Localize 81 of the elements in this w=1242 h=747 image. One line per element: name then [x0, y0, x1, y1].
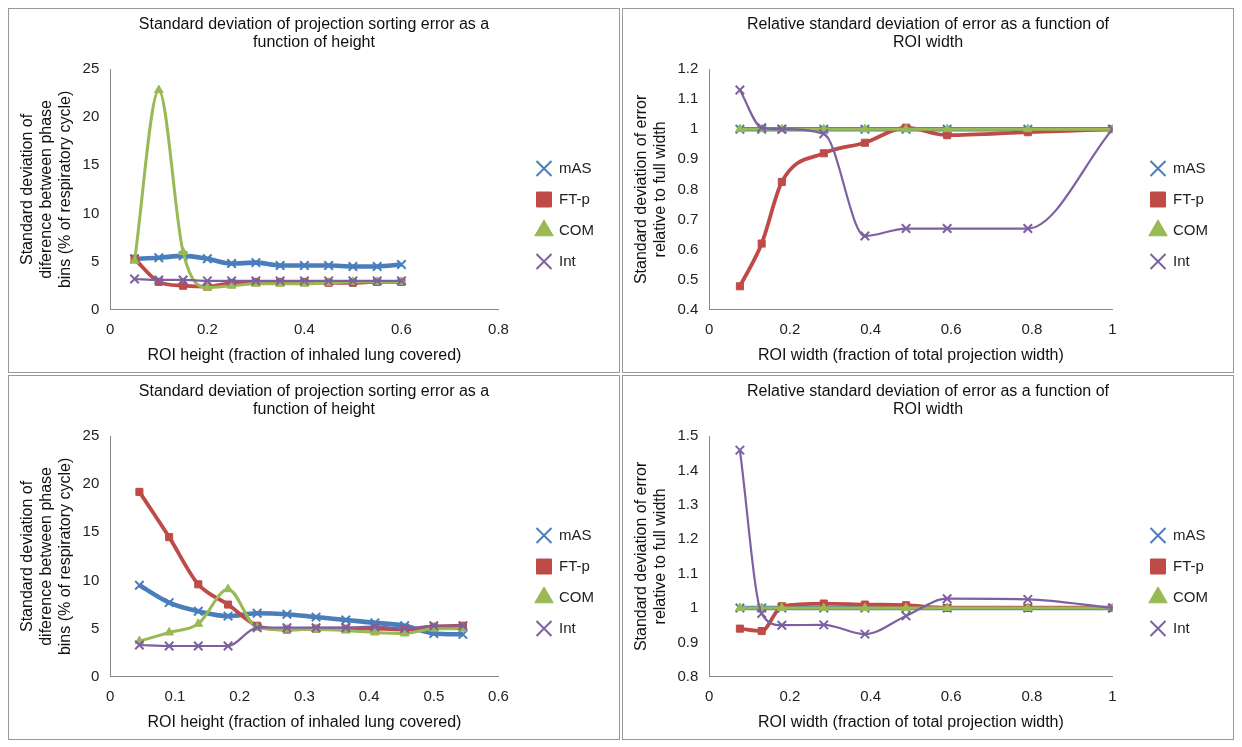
y-tick-label: 0 — [90, 299, 100, 317]
x-tick-label: 0.6 — [391, 319, 412, 337]
legend-label: FT-p — [559, 189, 590, 207]
x-axis-title: ROI height (fraction of inhaled lung covered) — [147, 345, 462, 363]
legend-label: FT-p — [1173, 556, 1204, 574]
x-tick-label: 0.2 — [196, 319, 218, 337]
y-tick-label: 5 — [90, 618, 100, 636]
y-axis-title: Standard deviation of error relative to full width — [632, 94, 669, 285]
x-tick-label: 0.5 — [423, 686, 445, 704]
y-axis-title: Standard deviation of diference between phase bins (% of respiratory cycle) — [18, 457, 74, 656]
x-axis-title: ROI height (fraction of inhaled lung covered) — [147, 712, 462, 730]
chart-title: Relative standard deviation of error as a function of ROI width — [746, 382, 1110, 419]
legend-label: Int — [559, 618, 577, 636]
y-tick-label: 0.9 — [677, 632, 699, 650]
y-tick-label: 1.4 — [677, 460, 699, 478]
x-tick-label: 0 — [705, 319, 714, 337]
legend-label: Int — [1173, 618, 1191, 636]
y-tick-label: 25 — [82, 59, 100, 77]
x-tick-label: 0.8 — [488, 319, 509, 337]
x-tick-label: 0 — [705, 686, 714, 704]
y-tick-label: 1 — [689, 119, 699, 137]
y-tick-label: 0.8 — [677, 179, 699, 197]
y-tick-label: 0.6 — [677, 239, 699, 257]
y-tick-label: 0.7 — [677, 209, 699, 227]
x-tick-label: 0.6 — [488, 686, 509, 704]
legend-label: Int — [1173, 251, 1191, 269]
x-axis-title: ROI width (fraction of total projection width) — [757, 712, 1064, 730]
y-tick-label: 1.2 — [677, 59, 699, 77]
y-tick-label: 10 — [82, 570, 100, 588]
x-tick-label: 0.2 — [229, 686, 251, 704]
legend-label: mAS — [559, 525, 592, 543]
y-tick-label: 5 — [90, 251, 100, 269]
x-tick-label: 0.2 — [779, 686, 801, 704]
x-tick-label: 0.8 — [1021, 686, 1043, 704]
x-tick-label: 0.4 — [358, 686, 380, 704]
y-tick-label: 15 — [82, 155, 100, 173]
y-axis-title: Standard deviation of diference between phase bins (% of respiratory cycle) — [18, 90, 74, 289]
x-tick-label: 1 — [1108, 686, 1117, 704]
y-axis-title: Standard deviation of error relative to full width — [632, 461, 669, 652]
legend-label: COM — [1173, 587, 1208, 605]
legend-label: COM — [559, 220, 594, 238]
y-tick-label: 1 — [689, 598, 699, 616]
y-tick-label: 15 — [82, 522, 100, 540]
y-tick-label: 25 — [82, 426, 100, 444]
y-tick-label: 20 — [82, 474, 100, 492]
x-tick-label: 1 — [1108, 319, 1117, 337]
chart-title: Standard deviation of projection sorting error as a function of height — [137, 382, 491, 419]
y-tick-label: 0.5 — [677, 269, 699, 287]
x-tick-label: 0.2 — [779, 319, 801, 337]
x-tick-label: 0.4 — [293, 319, 315, 337]
y-tick-label: 1.3 — [677, 494, 699, 512]
legend-label: COM — [1173, 220, 1208, 238]
y-tick-label: 0.4 — [677, 299, 699, 317]
y-tick-label: 0.9 — [677, 149, 699, 167]
legend-label: mAS — [1173, 158, 1206, 176]
y-tick-label: 1.1 — [677, 89, 699, 107]
x-tick-label: 0.1 — [164, 686, 186, 704]
x-tick-label: 0.4 — [860, 319, 881, 337]
legend-label: COM — [559, 587, 594, 605]
x-tick-label: 0.6 — [940, 319, 962, 337]
y-tick-label: 1.1 — [677, 563, 699, 581]
legend-label: mAS — [1173, 525, 1206, 543]
x-axis-title: ROI width (fraction of total projection width) — [757, 345, 1064, 363]
x-tick-label: 0 — [106, 686, 115, 704]
y-tick-label: 0 — [90, 666, 100, 684]
y-tick-label: 10 — [82, 203, 100, 221]
legend-label: Int — [559, 251, 577, 269]
x-tick-label: 0.4 — [860, 686, 881, 704]
x-tick-label: 0.3 — [293, 686, 315, 704]
y-tick-label: 1.5 — [677, 426, 699, 444]
x-tick-label: 0 — [106, 319, 115, 337]
chart-title: Standard deviation of projection sorting error as a function of height — [137, 15, 491, 52]
legend-label: mAS — [559, 158, 592, 176]
y-tick-label: 20 — [82, 107, 100, 125]
legend-label: FT-p — [559, 556, 590, 574]
y-tick-label: 0.8 — [677, 666, 699, 684]
y-tick-label: 1.2 — [677, 529, 699, 547]
legend-label: FT-p — [1173, 189, 1204, 207]
x-tick-label: 0.8 — [1021, 319, 1043, 337]
chart-title: Relative standard deviation of error as a function of ROI width — [746, 15, 1110, 52]
x-tick-label: 0.6 — [940, 686, 962, 704]
